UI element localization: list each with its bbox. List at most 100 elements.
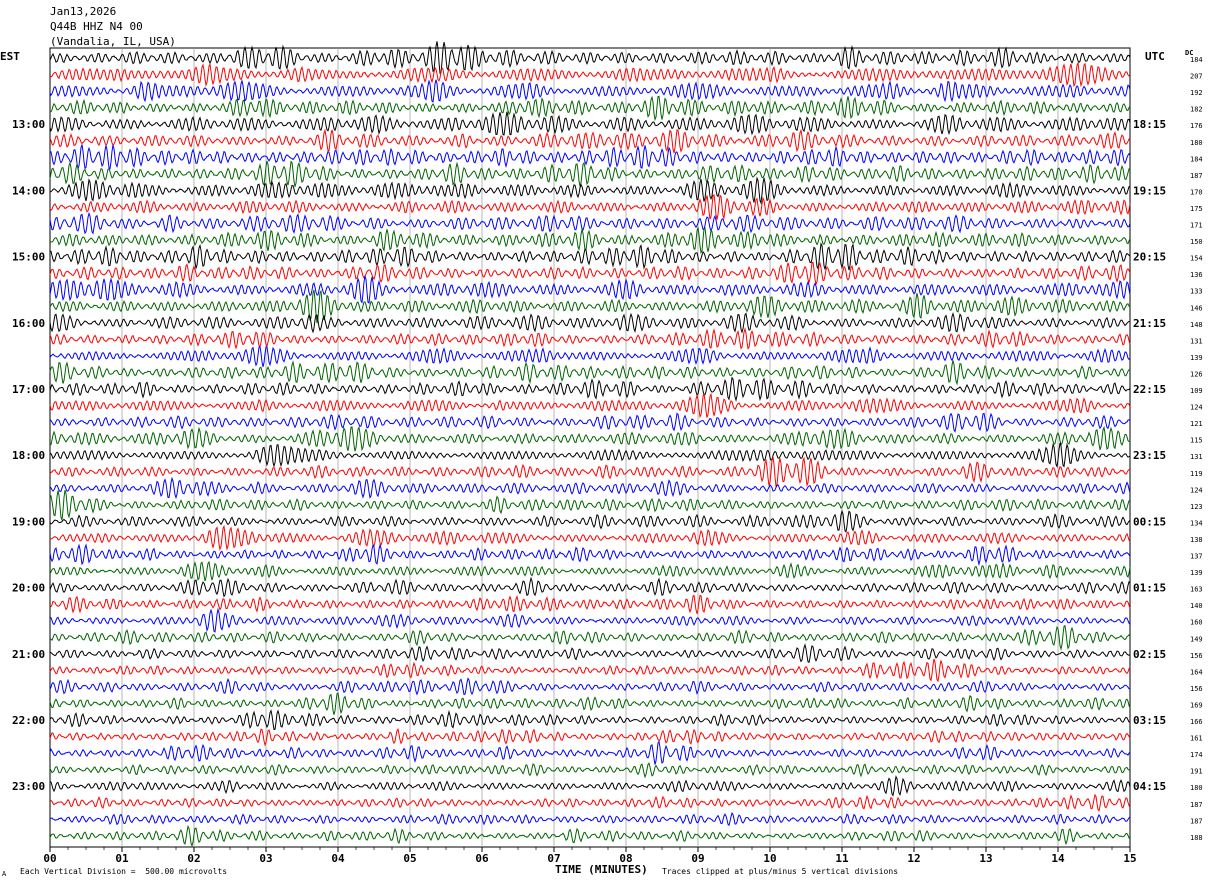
dc-offset-value: 170 bbox=[1190, 188, 1203, 196]
dc-offset-value: 109 bbox=[1190, 387, 1203, 395]
trace-row-37 bbox=[49, 643, 1131, 664]
dc-offset-value: 133 bbox=[1190, 288, 1203, 296]
dc-offset-value: 150 bbox=[1190, 238, 1203, 246]
left-hour-label: 20:00 bbox=[12, 582, 45, 595]
trace-row-36 bbox=[49, 624, 1131, 651]
dc-offset-value: 156 bbox=[1190, 652, 1203, 660]
trace-row-19 bbox=[49, 345, 1131, 368]
right-hour-label: 18:15 bbox=[1133, 118, 1166, 131]
right-hour-label: 21:15 bbox=[1133, 317, 1166, 330]
dc-offset-value: 180 bbox=[1190, 784, 1203, 792]
trace-row-26 bbox=[49, 456, 1130, 488]
right-hour-label: 22:15 bbox=[1133, 383, 1166, 396]
dc-offset-value: 156 bbox=[1190, 685, 1203, 693]
dc-offset-value: 191 bbox=[1190, 768, 1203, 776]
right-hour-label: 03:15 bbox=[1133, 714, 1166, 727]
dc-offset-value: 140 bbox=[1190, 602, 1203, 610]
dc-offset-value: 175 bbox=[1190, 205, 1203, 213]
trace-row-13 bbox=[49, 242, 1131, 271]
left-hour-label: 19:00 bbox=[12, 515, 45, 528]
dc-offset-value: 180 bbox=[1190, 139, 1203, 147]
trace-row-42 bbox=[49, 727, 1131, 747]
x-tick-label: 10 bbox=[763, 852, 776, 865]
dc-offset-value: 115 bbox=[1190, 437, 1203, 445]
dc-offset-value: 124 bbox=[1190, 404, 1203, 412]
station-location: (Vandalia, IL, USA) bbox=[50, 35, 176, 48]
x-tick-label: 12 bbox=[907, 852, 920, 865]
trace-row-21 bbox=[49, 376, 1131, 403]
left-hour-label: 23:00 bbox=[12, 780, 45, 793]
right-hour-label: 19:15 bbox=[1133, 184, 1166, 197]
x-tick-label: 13 bbox=[979, 852, 992, 865]
dc-offset-value: 184 bbox=[1190, 155, 1203, 163]
trace-row-39 bbox=[49, 677, 1131, 696]
corner-mark: A bbox=[2, 870, 7, 878]
dc-offset-value: 149 bbox=[1190, 635, 1203, 643]
x-axis-label: TIME (MINUTES) bbox=[555, 863, 648, 876]
dc-offset-value: 187 bbox=[1190, 817, 1203, 825]
dc-offset-value: 136 bbox=[1190, 271, 1203, 279]
trace-row-38 bbox=[49, 658, 1131, 683]
dc-offset-value: 131 bbox=[1190, 337, 1203, 345]
x-tick-label: 08 bbox=[619, 852, 632, 865]
dc-offset-value: 188 bbox=[1190, 834, 1203, 842]
dc-offset-value: 187 bbox=[1190, 172, 1203, 180]
left-hour-label: 22:00 bbox=[12, 714, 45, 727]
x-tick-label: 09 bbox=[691, 852, 704, 865]
x-tick-label: 03 bbox=[259, 852, 272, 865]
right-hour-label: 20:15 bbox=[1133, 251, 1166, 264]
dc-offset-value: 154 bbox=[1190, 255, 1203, 263]
trace-row-7 bbox=[49, 144, 1131, 171]
right-hour-label: 02:15 bbox=[1133, 648, 1166, 661]
trace-row-30 bbox=[49, 524, 1131, 552]
trace-row-27 bbox=[49, 476, 1131, 500]
dc-offset-value: 131 bbox=[1190, 453, 1203, 461]
dc-offset-value: 184 bbox=[1190, 56, 1203, 64]
trace-row-28 bbox=[49, 490, 1131, 522]
trace-row-23 bbox=[49, 412, 1131, 433]
dc-offset-value: 160 bbox=[1190, 619, 1203, 627]
trace-row-40 bbox=[49, 692, 1131, 715]
dc-offset-value: 124 bbox=[1190, 486, 1203, 494]
x-tick-label: 05 bbox=[403, 852, 416, 865]
dc-offset-value: 139 bbox=[1190, 569, 1203, 577]
x-tick-label: 04 bbox=[331, 852, 345, 865]
trace-row-4 bbox=[49, 95, 1131, 122]
trace-row-24 bbox=[49, 425, 1131, 452]
x-tick-label: 01 bbox=[115, 852, 129, 865]
trace-row-44 bbox=[49, 762, 1131, 779]
dc-offset-value: 207 bbox=[1190, 73, 1203, 81]
record-date: Jan13,2026 bbox=[50, 5, 117, 18]
left-hour-label: 17:00 bbox=[12, 383, 45, 396]
left-hour-label: 14:00 bbox=[12, 184, 45, 197]
dc-offset-value: 171 bbox=[1190, 222, 1203, 230]
dc-offset-value: 176 bbox=[1190, 122, 1203, 130]
trace-row-29 bbox=[49, 509, 1131, 533]
x-tick-label: 07 bbox=[547, 852, 560, 865]
trace-row-16 bbox=[49, 289, 1131, 324]
right-hour-label: 23:15 bbox=[1133, 449, 1166, 462]
trace-row-12 bbox=[49, 226, 1131, 255]
x-tick-label: 11 bbox=[835, 852, 849, 865]
left-timezone-label: EST bbox=[0, 50, 20, 63]
x-tick-label: 02 bbox=[187, 852, 200, 865]
left-hour-label: 18:00 bbox=[12, 449, 45, 462]
dc-offset-value: 164 bbox=[1190, 668, 1203, 676]
trace-row-43 bbox=[49, 740, 1131, 765]
trace-row-31 bbox=[49, 543, 1131, 567]
dc-offset-value: 163 bbox=[1190, 586, 1203, 594]
left-hour-label: 21:00 bbox=[12, 648, 45, 661]
trace-row-14 bbox=[49, 261, 1131, 286]
trace-row-1 bbox=[49, 41, 1131, 75]
dc-offset-value: 123 bbox=[1190, 503, 1203, 511]
dc-offset-value: 126 bbox=[1190, 370, 1203, 378]
trace-row-8 bbox=[49, 160, 1131, 187]
trace-row-48 bbox=[49, 824, 1131, 848]
trace-row-9 bbox=[49, 176, 1131, 205]
right-hour-label: 00:15 bbox=[1133, 515, 1166, 528]
x-tick-label: 00 bbox=[43, 852, 56, 865]
x-tick-label: 15 bbox=[1123, 852, 1136, 865]
dc-offset-value: 138 bbox=[1190, 536, 1203, 544]
dc-offset-value: 192 bbox=[1190, 89, 1203, 97]
